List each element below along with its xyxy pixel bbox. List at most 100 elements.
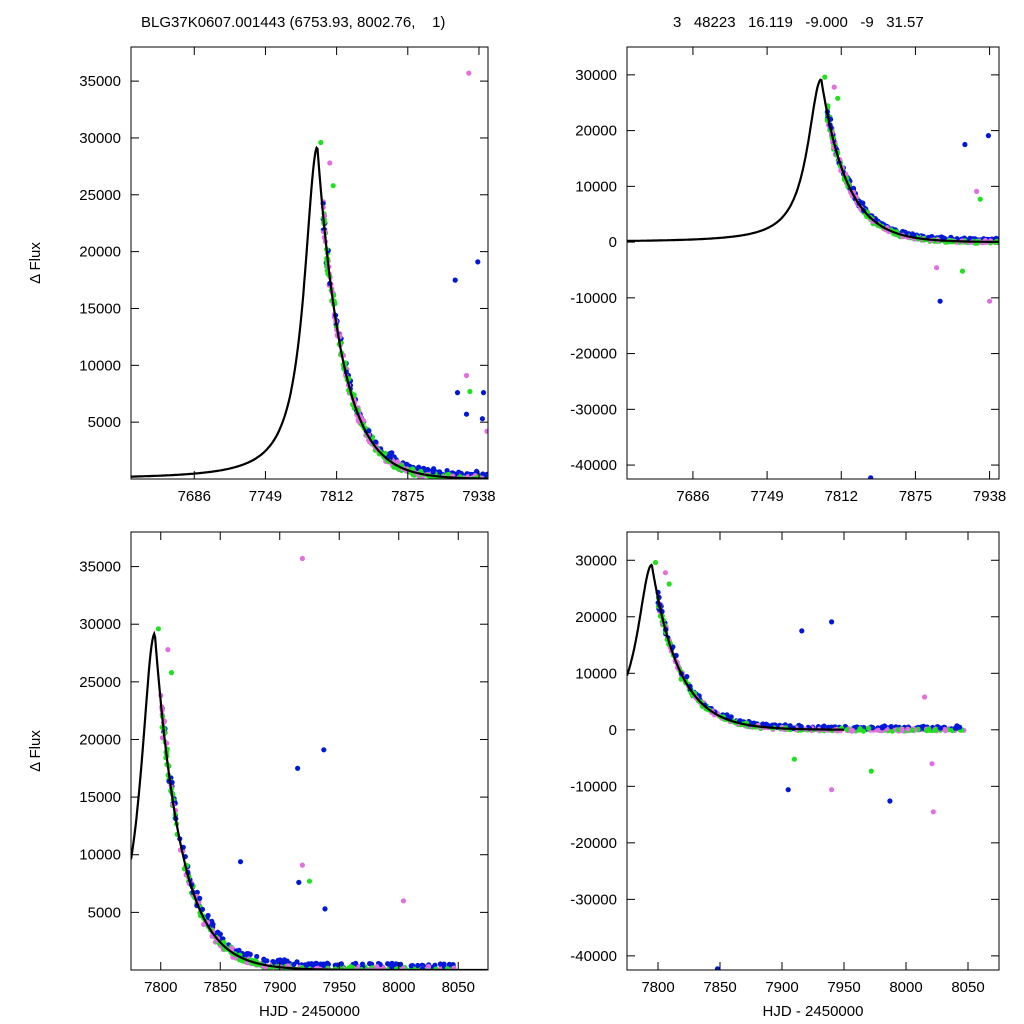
data-point: [957, 724, 963, 730]
data-point: [987, 298, 993, 304]
x-tick-label: 7800: [641, 979, 674, 996]
y-axis-label: Δ Flux: [27, 242, 44, 284]
y-tick-label: -40000: [570, 457, 617, 474]
data-point: [241, 952, 247, 958]
data-point: [879, 725, 886, 731]
data-point: [785, 787, 791, 793]
data-point: [197, 895, 203, 902]
data-point: [338, 961, 344, 967]
data-point: [296, 879, 302, 886]
data-point: [860, 728, 867, 734]
y-tick-label: -40000: [570, 948, 617, 965]
data-point: [389, 964, 395, 970]
data-point: [318, 139, 324, 146]
model-curve: [627, 563, 844, 731]
data-point: [714, 966, 721, 970]
data-point: [684, 674, 690, 680]
model-curve: [627, 78, 999, 243]
data-point: [835, 95, 841, 101]
data-point: [394, 459, 401, 465]
y-tick-label: -10000: [570, 778, 617, 795]
y-tick-label: 5000: [88, 414, 121, 431]
data-point: [281, 957, 287, 963]
x-tick-label: 7900: [263, 979, 296, 996]
x-tick-label: 7850: [703, 979, 736, 996]
chart-panel-bottom-left: 7800 7850 7900 7950 8000 8050 5000 10000 15000 20…: [27, 531, 489, 1020]
data-point: [398, 961, 404, 968]
data-point: [868, 475, 874, 479]
data-point: [962, 141, 968, 148]
y-tick-label: 15000: [79, 300, 121, 317]
data-point: [254, 953, 260, 960]
data-point: [810, 525, 815, 530]
data-point: [306, 878, 313, 884]
x-tick-label: 7875: [899, 488, 932, 505]
x-tick-label: 7749: [750, 488, 783, 505]
chart-panel-bottom-right: 7800 7850 7900 7950 8000 8050 -40000 -30000 -200…: [570, 525, 1000, 1020]
x-tick-label: 8050: [951, 979, 984, 996]
data-point: [848, 727, 854, 733]
data-point: [875, 727, 881, 733]
data-point: [275, 957, 281, 963]
data-point: [868, 768, 874, 774]
data-point: [977, 196, 983, 202]
data-point: [888, 724, 894, 730]
data-point: [168, 670, 175, 676]
data-point: [905, 726, 911, 732]
data-point: [959, 268, 966, 274]
y-tick-label: 0: [609, 234, 617, 251]
data-point: [261, 956, 267, 962]
data-point: [430, 469, 436, 475]
data-point: [829, 619, 835, 625]
x-tick-label: 7950: [827, 979, 860, 996]
data-point: [432, 962, 438, 968]
data-point: [291, 961, 297, 968]
y-tick-label: 30000: [79, 130, 121, 147]
x-tick-label: 7812: [320, 488, 353, 505]
y-axis-label: Δ Flux: [27, 730, 44, 772]
data-point: [415, 962, 421, 969]
data-point: [952, 725, 958, 731]
x-axis-label: HJD - 2450000: [259, 1003, 360, 1020]
y-tick-label: 10000: [79, 847, 121, 864]
y-tick-label: 35000: [79, 559, 121, 576]
y-tick-label: 35000: [79, 73, 121, 90]
x-tick-label: 8000: [382, 979, 415, 996]
chart-panel-top-left: 7686 7749 7812 7875 7938 5000 10000 15000 20000 2…: [27, 46, 496, 505]
data-point: [829, 787, 835, 793]
x-tick-label: 7686: [676, 488, 709, 505]
y-tick-label: 0: [609, 722, 617, 739]
data-point: [395, 969, 398, 970]
y-tick-label: 20000: [79, 244, 121, 261]
data-point: [976, 41, 981, 46]
y-tick-label: 15000: [79, 789, 121, 806]
x-tick-label: 7686: [178, 488, 211, 505]
plot-frame: [130, 531, 489, 971]
y-tick-label: 20000: [79, 731, 121, 748]
plot-frame: [130, 46, 489, 480]
data-point: [844, 727, 850, 733]
data-point: [165, 647, 171, 653]
data-point: [321, 747, 327, 753]
data-point: [422, 467, 428, 473]
x-tick-label: 8000: [889, 979, 922, 996]
x-tick-label: 7900: [765, 979, 798, 996]
data-point: [201, 921, 207, 928]
data-point: [408, 963, 414, 969]
x-tick-label: 7938: [462, 488, 495, 505]
y-tick-label: -20000: [570, 346, 617, 363]
data-point: [924, 727, 930, 734]
data-point: [271, 959, 277, 965]
data-point: [247, 951, 253, 958]
data-point: [887, 798, 893, 804]
y-tick-label: 20000: [575, 123, 617, 140]
data-point: [363, 968, 369, 970]
x-tick-label: 7812: [825, 488, 858, 505]
plot-frame: [626, 531, 1000, 971]
data-point: [404, 461, 410, 467]
data-point: [942, 727, 948, 733]
data-point: [299, 555, 305, 562]
data-point: [831, 84, 837, 90]
data-point: [353, 960, 359, 967]
